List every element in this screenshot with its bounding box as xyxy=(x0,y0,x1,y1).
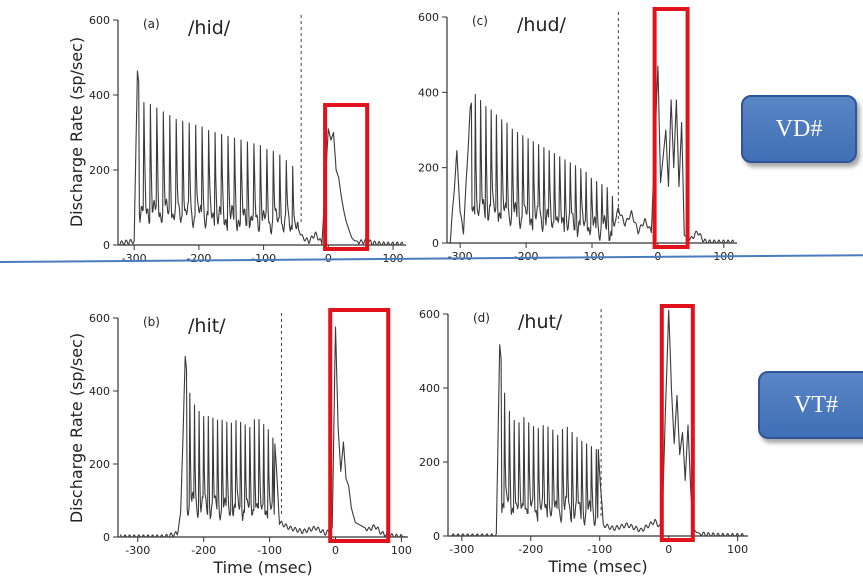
y-tick-label: 0 xyxy=(432,237,439,250)
x-tick-label: 0 xyxy=(654,250,661,263)
panel-title: /hit/ xyxy=(188,315,226,337)
x-tick-label: 0 xyxy=(325,252,332,265)
x-tick-label: 0 xyxy=(665,543,672,556)
series-line xyxy=(119,70,404,246)
y-tick-label: 600 xyxy=(89,14,110,27)
x-axis-label: Time (msec) xyxy=(212,558,312,577)
panel-title: /hut/ xyxy=(518,311,563,333)
y-tick-label: 600 xyxy=(418,11,439,24)
y-axis-label-bottom: Discharge Rate (sp/sec) xyxy=(67,333,86,523)
highlight-box xyxy=(323,103,370,251)
x-tick-label: 100 xyxy=(391,544,412,557)
panel-title: /hud/ xyxy=(517,14,567,36)
y-tick-label: 400 xyxy=(418,86,439,99)
panel-label: (a) xyxy=(143,17,160,31)
series-line xyxy=(119,326,406,538)
chart-panel-b: 0 200 400 600 -300 -200 -100 0 100 (b) /hit/Time (… xyxy=(89,308,412,577)
chart-panel-c: 0 200 400 600 -300 -200 -100 0 100 (c) /hud/ xyxy=(418,7,737,263)
x-tick-label: -100 xyxy=(580,250,605,263)
x-axis-label: Time (msec) xyxy=(547,557,647,576)
chart-panel-d: 0 200 400 600 -300 -200 -100 0 100 (d) /hut/Time (… xyxy=(419,304,748,576)
highlight-box xyxy=(659,304,695,542)
highlight-box xyxy=(328,308,391,543)
vt-tag-label: VT# xyxy=(794,391,838,418)
x-tick-label: -300 xyxy=(125,544,150,557)
panel-title: /hid/ xyxy=(188,17,231,39)
y-tick-label: 0 xyxy=(433,530,440,543)
panel-label: (d) xyxy=(473,311,490,325)
highlight-box xyxy=(652,7,690,249)
x-tick-label: -300 xyxy=(122,252,147,265)
y-tick-label: 0 xyxy=(103,239,110,252)
x-tick-label: -200 xyxy=(191,544,216,557)
x-tick-label: 100 xyxy=(383,252,404,265)
chart-panel-a: 0 200 400 600 -300 -200 -100 0 100 (a) /hid/ xyxy=(89,14,406,265)
panel-label: (b) xyxy=(143,315,160,329)
x-tick-label: -300 xyxy=(448,250,473,263)
y-tick-label: 400 xyxy=(89,385,110,398)
x-tick-label: -100 xyxy=(251,252,276,265)
x-tick-label: -300 xyxy=(449,543,474,556)
vd-tag: VD# xyxy=(741,95,857,163)
vt-tag: VT# xyxy=(758,371,863,439)
x-tick-label: -200 xyxy=(518,543,543,556)
vd-tag-label: VD# xyxy=(775,115,823,142)
x-tick-label: -200 xyxy=(514,250,539,263)
y-tick-label: 200 xyxy=(89,458,110,471)
y-tick-label: 200 xyxy=(419,456,440,469)
y-tick-label: 0 xyxy=(103,531,110,544)
y-tick-label: 600 xyxy=(419,308,440,321)
panel-label: (c) xyxy=(472,14,488,28)
y-tick-label: 400 xyxy=(419,382,440,395)
series-line xyxy=(450,309,745,537)
series-line xyxy=(448,65,735,244)
x-tick-label: 0 xyxy=(332,544,339,557)
x-tick-label: -100 xyxy=(587,543,612,556)
x-tick-label: -100 xyxy=(257,544,282,557)
y-axis-label-top: Discharge Rate (sp/sec) xyxy=(67,37,86,227)
y-tick-label: 400 xyxy=(89,89,110,102)
y-tick-label: 600 xyxy=(89,312,110,325)
x-tick-label: -200 xyxy=(186,252,211,265)
x-tick-label: 100 xyxy=(713,250,734,263)
x-tick-label: 100 xyxy=(727,543,748,556)
y-tick-label: 200 xyxy=(418,162,439,175)
y-tick-label: 200 xyxy=(89,164,110,177)
